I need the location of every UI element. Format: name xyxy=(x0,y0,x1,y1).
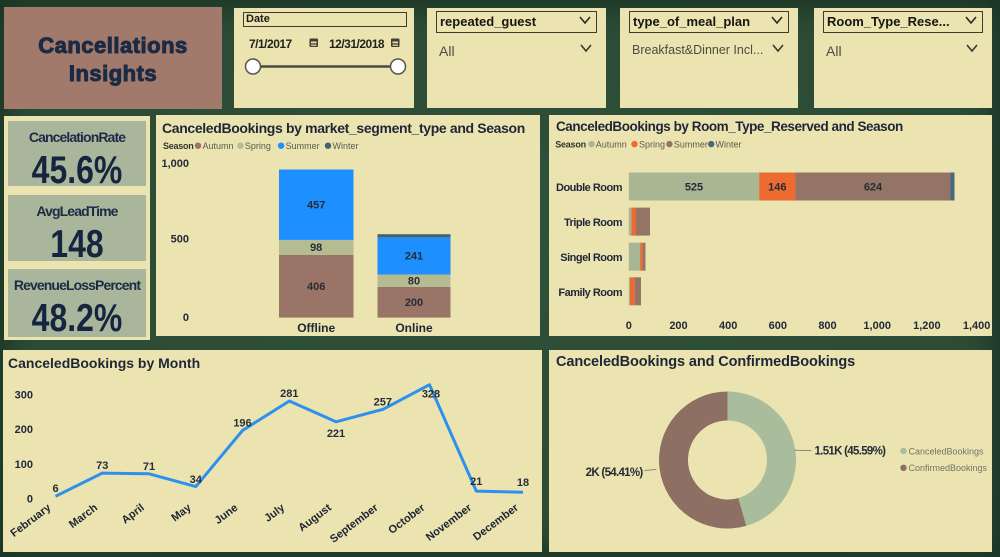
svg-text:June: June xyxy=(213,502,241,527)
svg-text:328: 328 xyxy=(422,389,440,401)
svg-text:Offline: Offline xyxy=(297,321,335,335)
svg-text:Autumn: Autumn xyxy=(596,139,627,149)
svg-text:April: April xyxy=(120,502,147,527)
svg-text:December: December xyxy=(471,501,521,543)
svg-text:March: March xyxy=(67,502,100,531)
svg-text:21: 21 xyxy=(470,476,482,488)
svg-text:500: 500 xyxy=(171,234,189,246)
svg-text:73: 73 xyxy=(96,460,108,472)
svg-text:1.51K (45.59%): 1.51K (45.59%) xyxy=(815,446,887,458)
svg-text:1,400: 1,400 xyxy=(963,320,991,332)
svg-text:ConfirmedBookings: ConfirmedBookings xyxy=(909,463,988,473)
svg-text:34: 34 xyxy=(190,474,203,486)
svg-text:200: 200 xyxy=(405,297,423,309)
svg-text:Season: Season xyxy=(555,139,586,149)
svg-text:241: 241 xyxy=(405,251,423,263)
svg-text:457: 457 xyxy=(307,200,325,212)
svg-text:525: 525 xyxy=(685,182,703,194)
svg-text:200: 200 xyxy=(15,424,33,436)
svg-text:Winter: Winter xyxy=(333,141,359,151)
svg-text:Autumn: Autumn xyxy=(203,141,234,151)
svg-text:98: 98 xyxy=(310,242,322,254)
svg-text:November: November xyxy=(424,501,475,543)
svg-text:6: 6 xyxy=(52,483,58,495)
svg-text:Summer: Summer xyxy=(674,139,708,149)
svg-text:October: October xyxy=(386,501,427,536)
svg-text:0: 0 xyxy=(183,312,189,324)
svg-text:May: May xyxy=(169,501,194,524)
svg-text:July: July xyxy=(262,501,288,524)
svg-text:1,000: 1,000 xyxy=(161,158,189,170)
svg-text:300: 300 xyxy=(15,390,33,402)
svg-text:Singel Room: Singel Room xyxy=(560,252,622,264)
svg-text:Winter: Winter xyxy=(716,139,742,149)
svg-text:February: February xyxy=(8,501,54,539)
svg-text:200: 200 xyxy=(669,320,687,332)
svg-text:Family Room: Family Room xyxy=(558,287,622,299)
svg-text:Spring: Spring xyxy=(639,139,665,149)
svg-text:September: September xyxy=(328,501,381,545)
svg-text:Season: Season xyxy=(163,141,194,151)
svg-text:600: 600 xyxy=(769,320,787,332)
svg-text:Online: Online xyxy=(395,321,433,335)
svg-text:281: 281 xyxy=(280,388,298,400)
svg-text:1,000: 1,000 xyxy=(863,320,891,332)
svg-text:0: 0 xyxy=(626,320,632,332)
svg-text:2K (54.41%): 2K (54.41%) xyxy=(586,467,644,479)
svg-text:18: 18 xyxy=(517,477,529,489)
svg-text:800: 800 xyxy=(818,320,836,332)
svg-text:406: 406 xyxy=(307,281,325,293)
svg-text:Summer: Summer xyxy=(286,141,320,151)
svg-text:0: 0 xyxy=(27,493,33,505)
svg-text:257: 257 xyxy=(374,397,392,409)
svg-text:196: 196 xyxy=(233,418,251,430)
svg-text:71: 71 xyxy=(143,461,155,473)
svg-text:80: 80 xyxy=(408,275,420,287)
svg-text:August: August xyxy=(296,502,334,535)
svg-text:1,200: 1,200 xyxy=(913,320,941,332)
svg-text:CanceledBookings: CanceledBookings xyxy=(909,446,985,456)
svg-text:Triple Room: Triple Room xyxy=(564,217,623,229)
svg-text:400: 400 xyxy=(719,320,737,332)
svg-text:146: 146 xyxy=(768,182,786,194)
svg-text:Double Room: Double Room xyxy=(556,182,623,194)
svg-text:624: 624 xyxy=(864,182,883,194)
svg-text:221: 221 xyxy=(327,428,345,440)
svg-text:100: 100 xyxy=(15,459,33,471)
svg-text:Spring: Spring xyxy=(245,141,271,151)
